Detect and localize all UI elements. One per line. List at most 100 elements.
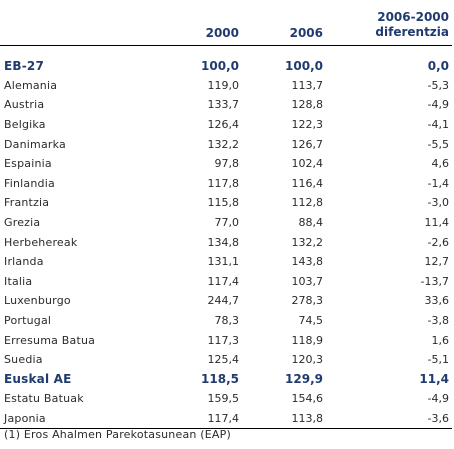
value-2000: 117,4 — [180, 408, 242, 430]
country-name: Alemania — [4, 78, 58, 92]
value-2000: 244,7 — [207, 294, 240, 308]
value-difference: -3,6 — [326, 408, 452, 430]
value-2006: 132,2 — [291, 235, 324, 249]
value-2000: 133,7 — [207, 98, 240, 112]
value-2000: 117,3 — [207, 333, 240, 347]
value-difference: -3,0 — [427, 196, 449, 210]
value-difference: 33,6 — [424, 294, 450, 308]
value-2006: 128,8 — [291, 98, 324, 112]
country-name: Herbehereak — [4, 235, 78, 249]
table-row: Erresuma Batua 117,3 118,9 1,6 — [0, 330, 452, 350]
table-row: Luxenburgo 244,7 278,3 33,6 — [0, 291, 452, 311]
value-difference: 12,7 — [424, 255, 450, 269]
table-row: Japonia 117,4 113,8 -3,6 — [0, 408, 452, 430]
table-row: Frantzia 115,8 112,8 -3,0 — [0, 193, 452, 213]
value-2006: 278,3 — [291, 294, 324, 308]
value-difference: -4,9 — [427, 392, 449, 406]
country-name: Luxenburgo — [4, 294, 71, 308]
table-row: Danimarka 132,2 126,7 -5,5 — [0, 134, 452, 154]
value-difference: 11,4 — [419, 372, 449, 387]
value-2006: 74,5 — [298, 314, 324, 328]
table-row: Suedia 125,4 120,3 -5,1 — [0, 350, 452, 370]
table-row: Grezia 77,0 88,4 11,4 — [0, 213, 452, 233]
value-2006: 100,0 — [285, 58, 323, 73]
value-difference: 1,6 — [431, 333, 450, 347]
country-name: EB-27 — [4, 58, 45, 73]
country-name: Belgika — [4, 118, 46, 132]
value-difference: -3,8 — [427, 314, 449, 328]
country-name: Japonia — [0, 408, 180, 430]
value-2000: 117,4 — [207, 274, 240, 288]
country-name: Euskal AE — [4, 372, 72, 387]
value-2006: 113,7 — [291, 78, 324, 92]
value-difference: -1,4 — [427, 176, 449, 190]
country-name: Suedia — [4, 353, 43, 367]
table-row: Austria 133,7 128,8 -4,9 — [0, 95, 452, 115]
country-name: Erresuma Batua — [4, 333, 96, 347]
country-name: Espainia — [4, 157, 52, 171]
table-header: 2000 2006 2006-2000 diferentzia — [0, 0, 452, 46]
value-2006: 129,9 — [285, 372, 323, 387]
value-difference: -5,3 — [427, 78, 449, 92]
value-2000: 125,4 — [207, 353, 240, 367]
country-name: Austria — [4, 98, 45, 112]
value-2000: 100,0 — [201, 58, 239, 73]
value-2000: 97,8 — [214, 157, 240, 171]
country-name: Finlandia — [4, 176, 55, 190]
value-2000: 131,1 — [207, 255, 240, 269]
value-2000: 126,4 — [207, 118, 240, 132]
header-difference-line1: 2006-2000 — [377, 10, 449, 24]
table-row: Finlandia 117,8 116,4 -1,4 — [0, 174, 452, 194]
value-2006: 154,6 — [291, 392, 324, 406]
value-2006: 112,8 — [291, 196, 324, 210]
header-2000: 2000 — [180, 0, 242, 46]
value-2006: 102,4 — [291, 157, 324, 171]
value-difference: 11,4 — [424, 216, 450, 230]
header-difference-line2: diferentzia — [375, 25, 449, 39]
table-body: EB-27 100,0 100,0 0,0 Alemania 119,0 113,7 -5,3… — [0, 46, 452, 430]
footnote: (1) Eros Ahalmen Parekotasunean (EAP) — [4, 428, 231, 441]
value-difference: -2,6 — [427, 235, 449, 249]
value-2000: 78,3 — [214, 314, 240, 328]
value-2000: 134,8 — [207, 235, 240, 249]
country-name: Frantzia — [4, 196, 50, 210]
value-2000: 77,0 — [214, 216, 240, 230]
value-difference: -5,1 — [427, 353, 449, 367]
comparison-table: 2000 2006 2006-2000 diferentzia EB-27 100… — [0, 0, 452, 430]
value-2000: 118,5 — [201, 372, 239, 387]
value-difference: -5,5 — [427, 137, 449, 151]
value-difference: -4,9 — [427, 98, 449, 112]
country-name: Danimarka — [4, 137, 66, 151]
value-2000: 132,2 — [207, 137, 240, 151]
table-row: Espainia 97,8 102,4 4,6 — [0, 154, 452, 174]
table-row: Portugal 78,3 74,5 -3,8 — [0, 311, 452, 331]
table-row: Alemania 119,0 113,7 -5,3 — [0, 76, 452, 96]
header-row: 2000 2006 2006-2000 diferentzia — [0, 0, 452, 46]
value-2006: 120,3 — [291, 353, 324, 367]
value-difference: -13,7 — [420, 274, 449, 288]
country-name: Grezia — [4, 216, 41, 230]
value-2006: 126,7 — [291, 137, 324, 151]
value-2000: 117,8 — [207, 176, 240, 190]
header-2006: 2006 — [242, 0, 326, 46]
table-row: Estatu Batuak 159,5 154,6 -4,9 — [0, 389, 452, 409]
value-2006: 122,3 — [291, 118, 324, 132]
spacer-row — [0, 46, 452, 57]
value-2000: 159,5 — [207, 392, 240, 406]
value-difference: 4,6 — [431, 157, 450, 171]
country-name: Estatu Batuak — [4, 392, 84, 406]
value-2000: 115,8 — [207, 196, 240, 210]
value-2006: 113,8 — [242, 408, 326, 430]
value-2006: 118,9 — [291, 333, 324, 347]
value-difference: -4,1 — [427, 118, 449, 132]
country-name: Italia — [4, 274, 33, 288]
header-country — [0, 0, 180, 46]
value-difference: 0,0 — [427, 58, 449, 73]
value-2006: 103,7 — [291, 274, 324, 288]
table-row: Euskal AE 118,5 129,9 11,4 — [0, 370, 452, 390]
value-2006: 143,8 — [291, 255, 324, 269]
value-2000: 119,0 — [207, 78, 240, 92]
table-row: Irlanda 131,1 143,8 12,7 — [0, 252, 452, 272]
value-2006: 88,4 — [298, 216, 324, 230]
table-row: Belgika 126,4 122,3 -4,1 — [0, 115, 452, 135]
